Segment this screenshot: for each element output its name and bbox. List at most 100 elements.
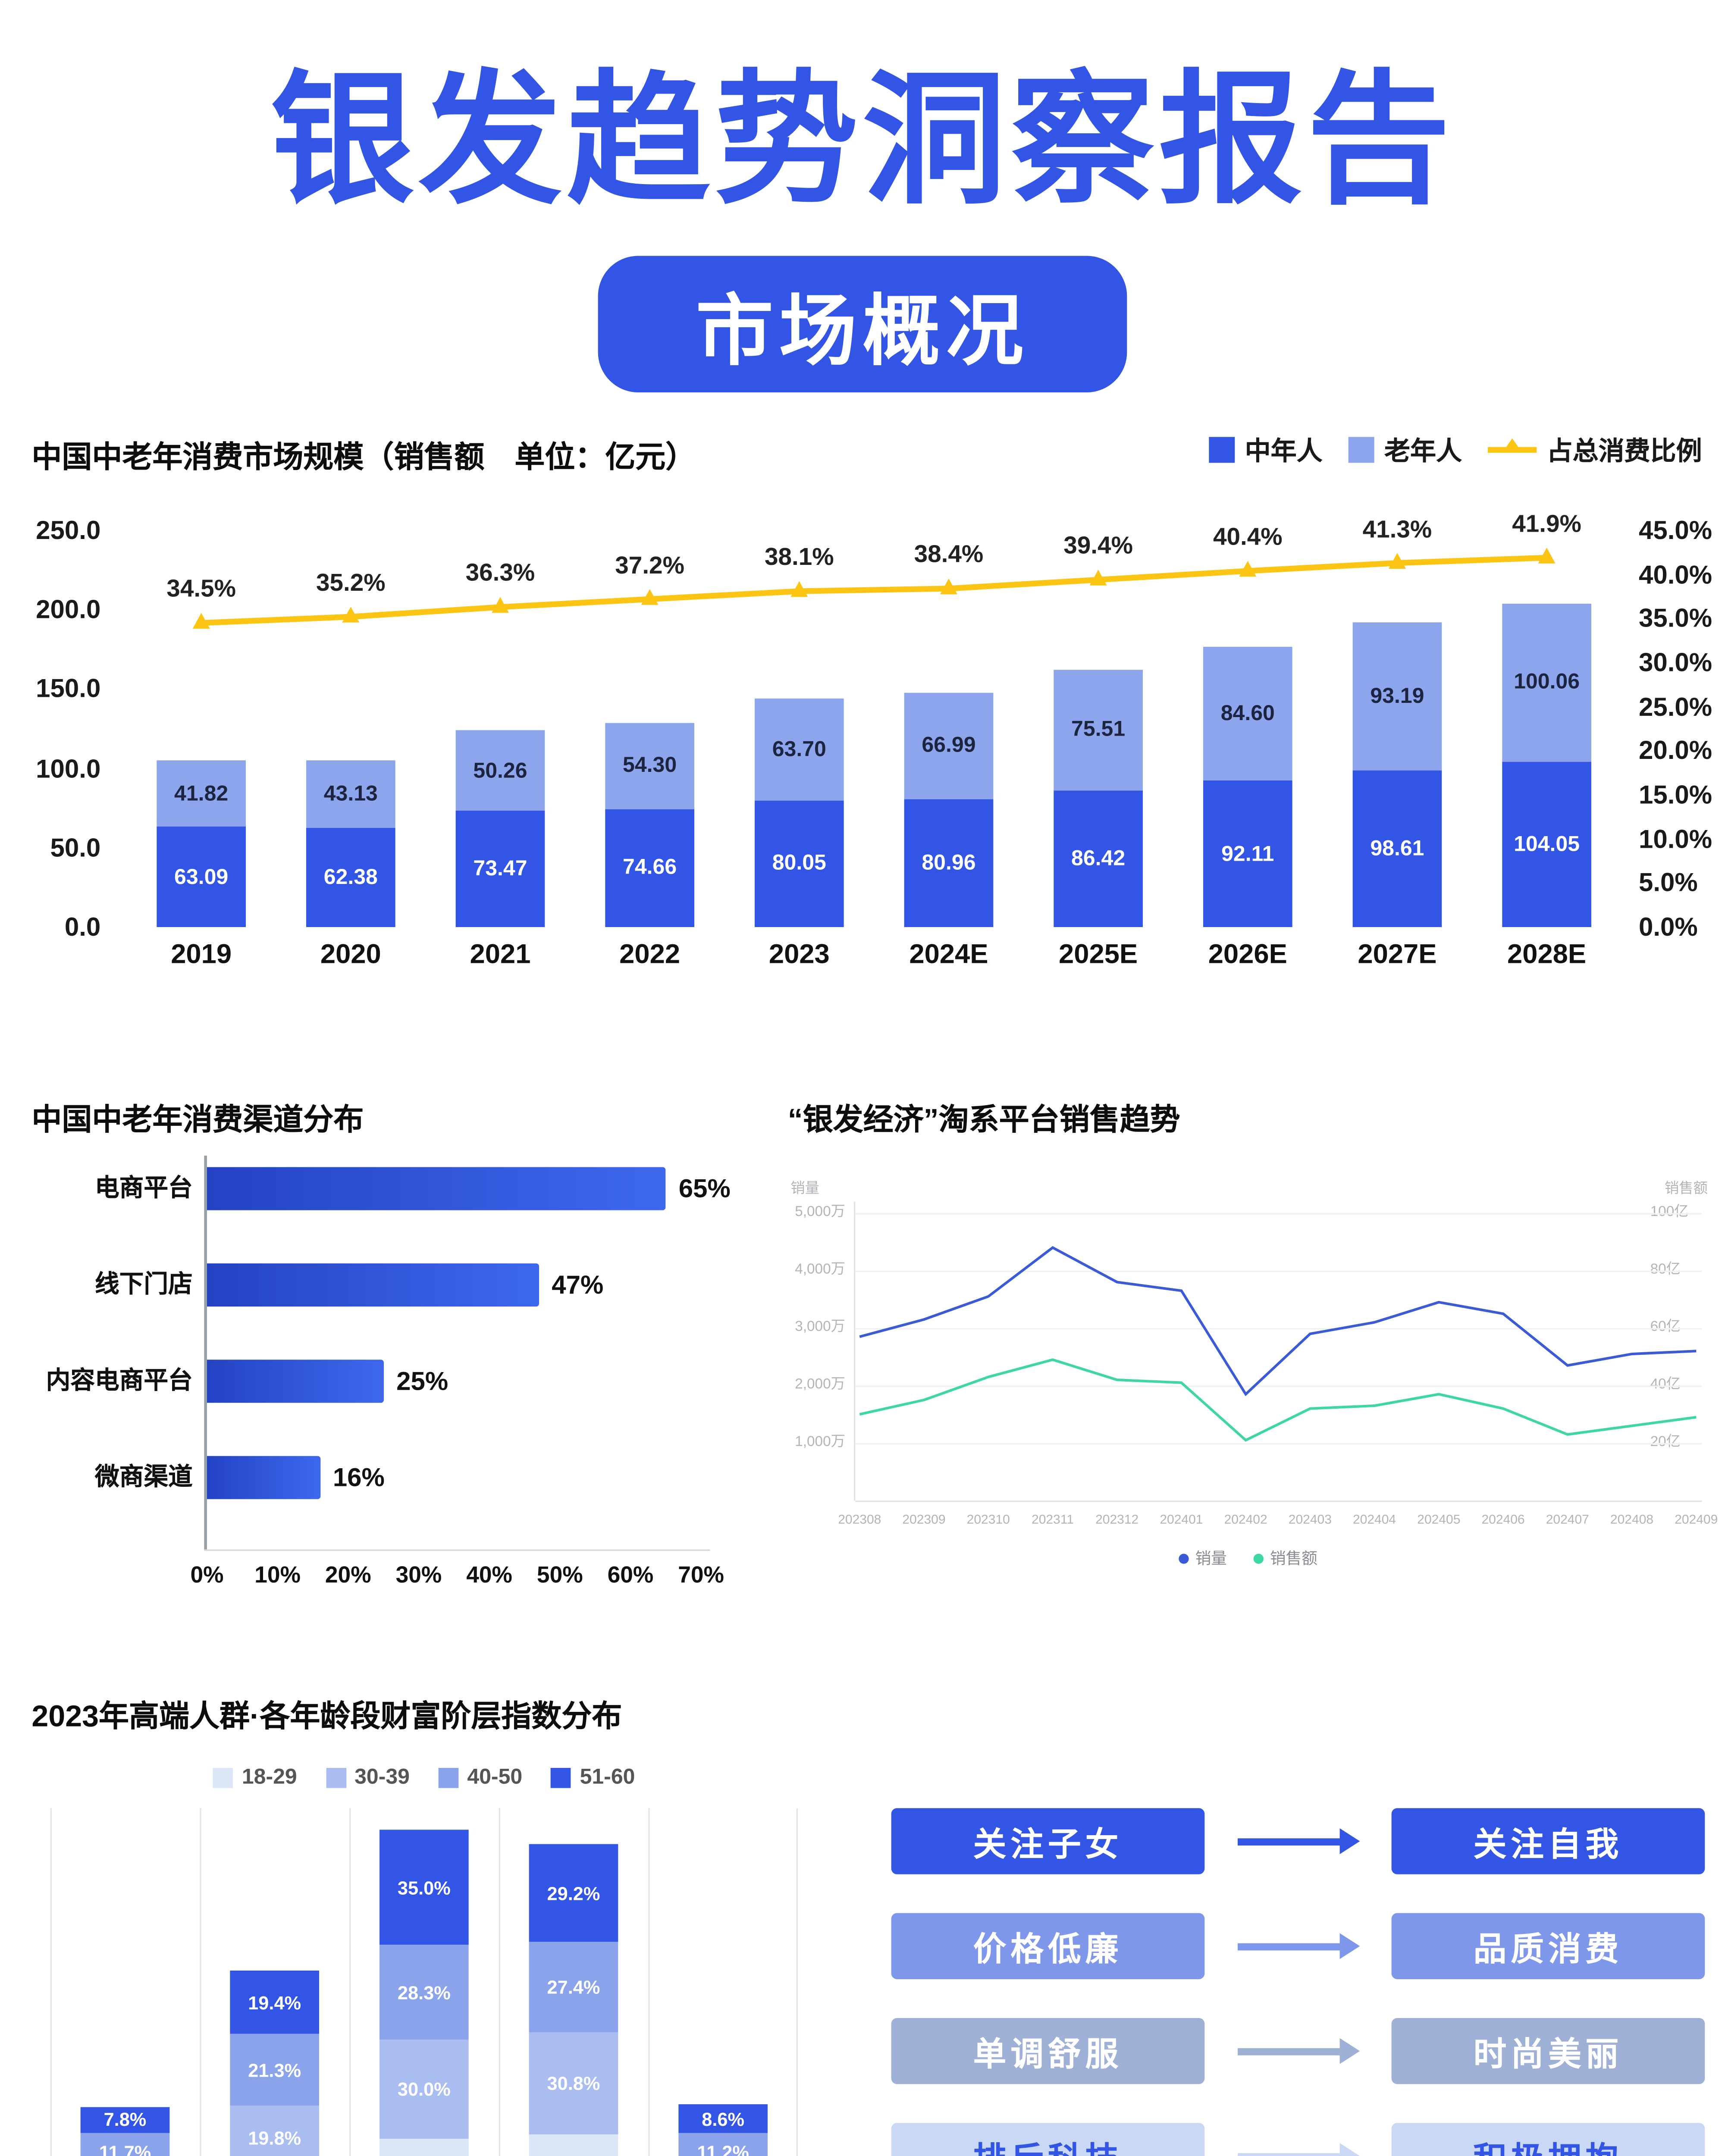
bar xyxy=(207,1263,539,1307)
ratio-value-label: 38.4% xyxy=(914,541,984,569)
transform-from-label: 排斥科技 xyxy=(891,2123,1205,2156)
x-axis-tick: 60% xyxy=(607,1564,654,1589)
bar-segment: 11.7% xyxy=(80,2132,170,2156)
y-axis-tick: 2,000万 xyxy=(795,1377,845,1393)
ratio-line xyxy=(192,548,1556,629)
ratio-value-label: 41.3% xyxy=(1362,515,1432,543)
line-marker xyxy=(192,613,210,629)
bar-segment: 21.3% xyxy=(230,2034,319,2106)
bar-segment: 29.2% xyxy=(529,1845,618,1942)
bar-segment: 8.6% xyxy=(678,2105,768,2134)
x-axis-label: 202405 xyxy=(1417,1512,1461,1526)
y-axis-line xyxy=(204,1155,207,1550)
y-axis-tick: 250.0 xyxy=(36,516,101,545)
x-axis-tick: 40% xyxy=(466,1564,513,1589)
ratio-value-label: 36.3% xyxy=(465,559,535,587)
y-axis-tick: 35.0% xyxy=(1638,604,1712,633)
legend-label: 老年人 xyxy=(1384,437,1462,466)
arrow-head xyxy=(1339,1933,1359,1959)
trend-lines xyxy=(859,1246,1697,1442)
ratio-value-label: 39.4% xyxy=(1063,532,1133,560)
x-axis-label: 202308 xyxy=(838,1512,881,1526)
y-axis-tick: 80亿 xyxy=(1650,1262,1681,1278)
x-axis-label: 202406 xyxy=(1481,1512,1525,1526)
legend-item: 销量 xyxy=(1178,1547,1227,1570)
x-axis-label: 202311 xyxy=(1032,1512,1074,1526)
y-axis-tick: 25.0% xyxy=(1638,692,1712,721)
x-axis-label: 202401 xyxy=(1160,1512,1203,1526)
y-axis-tick: 5,000万 xyxy=(795,1204,845,1220)
x-axis-label: 202404 xyxy=(1353,1512,1396,1526)
y-axis-tick: 150.0 xyxy=(36,674,101,704)
bar-segment-elderly: 66.99 xyxy=(904,692,994,799)
x-axis-tick: 0% xyxy=(190,1564,224,1589)
channels-plot: 电商平台 65% 线下门店 47% 内容电商平台 25% 微商渠道 16% 0% 10% 20% 30… xyxy=(31,1150,757,1595)
transformation-list: 关注子女关注自我价格低廉品质消费单调舒服时尚美丽排斥科技积极拥抱物质追求文化艺术 xyxy=(891,1808,1705,2156)
bar-segment-elderly: 75.51 xyxy=(1054,670,1143,790)
bar-segment: 27.4% xyxy=(529,1941,618,2033)
bar xyxy=(207,1456,320,1499)
transform-to-label: 品质消费 xyxy=(1391,1913,1705,1979)
bar-segment-elderly: 43.13 xyxy=(306,759,395,828)
line-marker xyxy=(342,607,360,623)
left-axis-title: 销量 xyxy=(790,1181,819,1197)
wealth-class-chart-title: 2023年高端人群·各年龄段财富阶层指数分布 xyxy=(31,1700,622,1733)
y-axis-tick: 40.0% xyxy=(1638,560,1712,589)
wealth-class-legend: 18-29 30-39 40-50 51-60 xyxy=(50,1765,798,1789)
page-title: 银发趋势洞察报告 xyxy=(270,60,1455,222)
ratio-value-label: 38.1% xyxy=(764,544,834,571)
gridline xyxy=(855,1443,1702,1445)
y-axis-tick: 10.0% xyxy=(1638,824,1712,853)
x-axis-label: 2025E xyxy=(1059,940,1138,970)
y-axis-tick: 15.0% xyxy=(1638,780,1712,809)
gridline xyxy=(796,1808,798,2156)
legend-item: 销售额 xyxy=(1252,1547,1317,1570)
category-label: 电商平台 xyxy=(94,1174,193,1202)
legend-item: 老年人 xyxy=(1348,431,1462,469)
taoxi-trend-chart-title: “银发经济”淘系平台销售趋势 xyxy=(787,1103,1180,1137)
y-axis-line xyxy=(853,1201,856,1501)
arrow-icon xyxy=(1204,2038,1391,2064)
legend-line-swatch xyxy=(1487,438,1537,453)
bar-segment-middle-aged: 80.96 xyxy=(904,799,994,927)
x-axis-tick: 70% xyxy=(678,1564,724,1589)
x-axis-label: 2024E xyxy=(909,940,988,970)
bar-segment-elderly: 41.82 xyxy=(157,760,246,827)
legend-label: 占总消费比例 xyxy=(1546,437,1702,466)
legend-swatch xyxy=(326,1767,346,1787)
line-marker xyxy=(491,597,509,613)
bar-segment-elderly: 63.70 xyxy=(754,699,844,800)
legend-label: 40-50 xyxy=(467,1765,523,1789)
x-axis-line xyxy=(204,1549,710,1551)
x-axis-label: 202403 xyxy=(1288,1512,1332,1526)
ratio-value-label: 35.2% xyxy=(316,569,386,597)
arrow-head xyxy=(1339,2143,1359,2156)
x-axis-label: 202408 xyxy=(1610,1512,1654,1526)
legend-label: 销售额 xyxy=(1270,1551,1317,1568)
arrow-head xyxy=(1339,2038,1359,2064)
gridline xyxy=(50,1808,52,2156)
page-subtitle-badge: 市场概况 xyxy=(598,256,1127,392)
market-size-x-axis: 2019 2020 2021 2022 2023 2024E 2025E 2026E 2027E… xyxy=(126,940,1622,975)
x-axis-label: 202310 xyxy=(966,1512,1010,1526)
market-size-chart-legend: 中年人 老年人 占总消费比例 xyxy=(1209,431,1702,469)
bar-segment-middle-aged: 104.05 xyxy=(1502,762,1591,927)
x-axis-label: 2022 xyxy=(619,940,681,970)
y-axis-tick: 100亿 xyxy=(1650,1204,1689,1220)
y-axis-tick: 0.0 xyxy=(64,912,101,942)
y-axis-tick: 20.0% xyxy=(1638,736,1712,765)
legend-triangle-icon xyxy=(1502,438,1522,453)
bar-segment: 7.8% xyxy=(80,2106,170,2133)
x-axis-label: 2021 xyxy=(470,940,531,970)
bar-segment-middle-aged: 92.11 xyxy=(1203,781,1292,927)
category-label: 内容电商平台 xyxy=(46,1366,193,1395)
x-axis-label: 202407 xyxy=(1546,1512,1589,1526)
market-size-left-axis: 250.0 200.0 150.0 100.0 50.0 0.0 xyxy=(0,516,112,942)
arrow-head xyxy=(1339,1828,1359,1854)
transform-to-label: 积极拥抱 xyxy=(1391,2123,1705,2156)
legend: 销量 销售额 xyxy=(776,1547,1719,1570)
y-axis-tick: 30.0% xyxy=(1638,648,1712,677)
bar-segment: 30.0% xyxy=(379,2039,469,2139)
bar-segment-middle-aged: 74.66 xyxy=(605,808,694,927)
legend-item: 30-39 xyxy=(326,1765,410,1789)
